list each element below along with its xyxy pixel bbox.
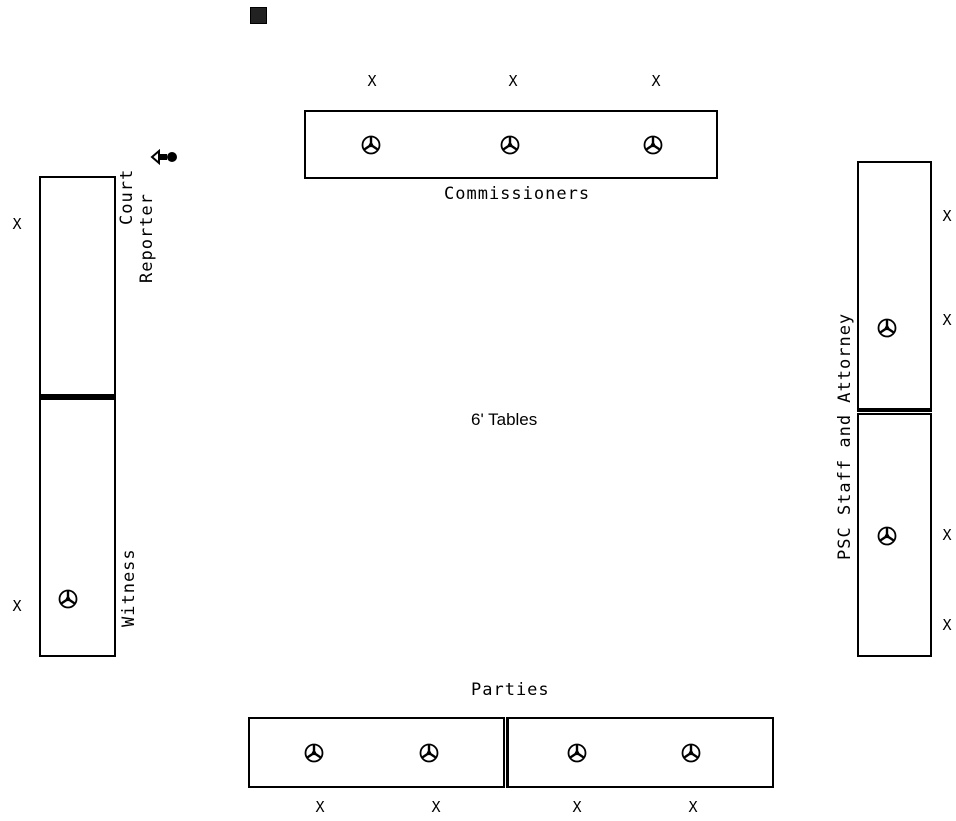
- seat-mark: X: [367, 72, 377, 90]
- microphone-icon: [877, 318, 897, 338]
- microphone-icon: [419, 743, 439, 763]
- microphone-icon: [361, 135, 381, 155]
- parties-table-right: [507, 717, 774, 788]
- seat-mark: X: [12, 215, 22, 233]
- witness-table: [39, 398, 116, 657]
- seat-mark: X: [431, 798, 441, 816]
- witness-label: Witness: [119, 548, 139, 627]
- parties-label: Parties: [471, 680, 550, 700]
- seat-mark: X: [572, 798, 582, 816]
- camera-icon: [150, 149, 177, 165]
- microphone-icon: [643, 135, 663, 155]
- seat-mark: X: [942, 526, 952, 544]
- microphone-icon: [304, 743, 324, 763]
- table-divider: [857, 408, 932, 412]
- psc-staff-label: PSC Staff and Attorney: [835, 312, 855, 560]
- seat-mark: X: [942, 616, 952, 634]
- seat-mark: X: [651, 72, 661, 90]
- seat-mark: X: [315, 798, 325, 816]
- seat-mark: X: [942, 311, 952, 329]
- court-reporter-label-line1: Court: [117, 168, 137, 225]
- microphone-icon: [877, 526, 897, 546]
- seat-mark: X: [12, 597, 22, 615]
- parties-table-left: [248, 717, 505, 788]
- seat-mark: X: [688, 798, 698, 816]
- microphone-icon: [58, 589, 78, 609]
- microphone-icon: [500, 135, 520, 155]
- seat-mark: X: [508, 72, 518, 90]
- court-reporter-label-line2: Reporter: [137, 193, 157, 283]
- psc-staff-table-top: [857, 161, 932, 410]
- seat-mark: X: [942, 207, 952, 225]
- square-icon: [250, 7, 267, 24]
- microphone-icon: [681, 743, 701, 763]
- microphone-icon: [567, 743, 587, 763]
- psc-staff-table-bottom: [857, 413, 932, 657]
- court-reporter-table: [39, 176, 116, 397]
- tables-size-label: 6' Tables: [471, 410, 538, 429]
- table-divider: [39, 394, 116, 398]
- commissioners-label: Commissioners: [444, 184, 591, 204]
